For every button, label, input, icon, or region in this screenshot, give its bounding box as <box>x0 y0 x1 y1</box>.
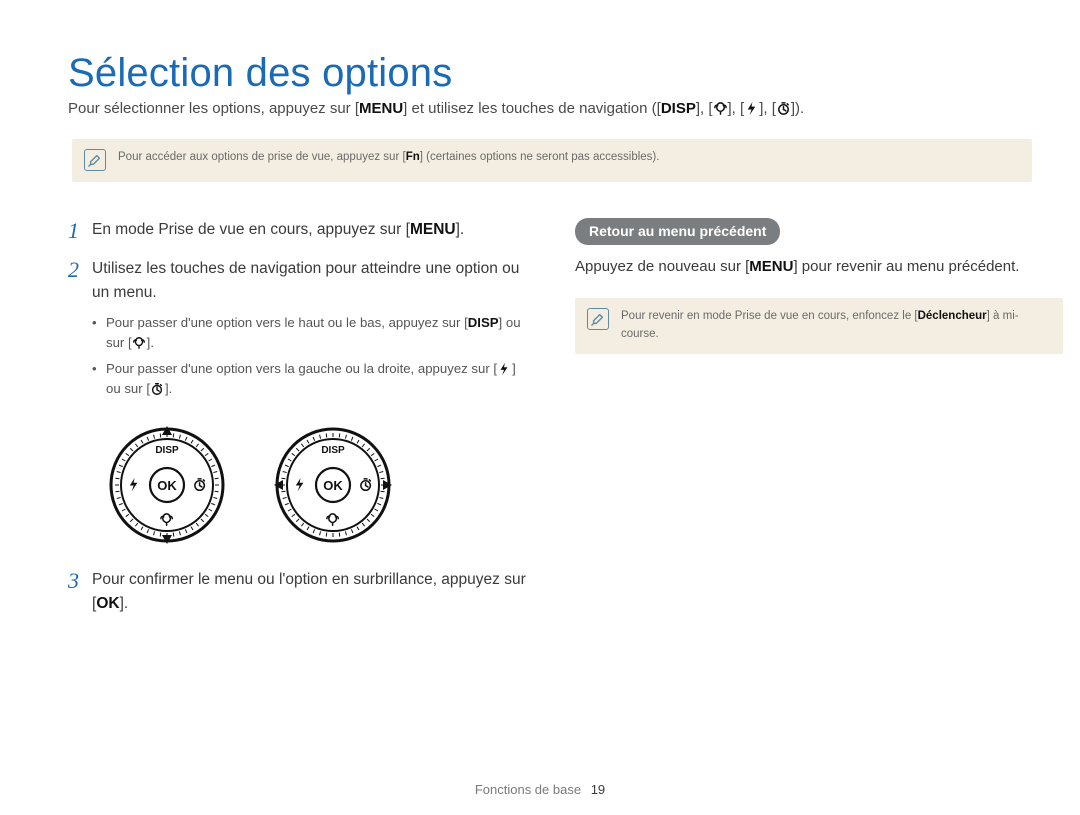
note-icon <box>587 308 609 330</box>
ok-label: OK <box>96 595 119 612</box>
menu-label: MENU <box>410 221 456 238</box>
bullet: Pour passer d'une option vers le haut ou… <box>92 313 533 353</box>
disp-label: DISP <box>661 100 696 117</box>
step-1: 1 En mode Prise de vue en cours, appuyez… <box>68 218 533 243</box>
shutter-label: Déclencheur <box>918 310 987 322</box>
step-body: Utilisez les touches de navigation pour … <box>92 257 533 404</box>
page-title: Sélection des options <box>68 52 1020 94</box>
intro-line: Pour sélectionner les options, appuyez s… <box>68 100 1020 117</box>
manual-page: Sélection des options Pour sélectionner … <box>0 0 1080 815</box>
right-column: Retour au menu précédent Appuyez de nouv… <box>575 218 1020 630</box>
menu-label: MENU <box>359 100 403 117</box>
r-a: Appuyez de nouveau sur [ <box>575 258 749 275</box>
bullet: Pour passer d'une option vers la gauche … <box>92 359 533 399</box>
dial-ok-label: OK <box>157 478 177 493</box>
left-column: 1 En mode Prise de vue en cours, appuyez… <box>68 218 533 630</box>
dial-disp-label: DISP <box>321 445 345 456</box>
macro-icon <box>132 336 147 351</box>
intro-text: ], [ <box>696 100 713 117</box>
intro-text: ], [ <box>759 100 776 117</box>
menu-label: MENU <box>749 258 793 275</box>
note-box: Pour revenir en mode Prise de vue en cou… <box>575 298 1063 354</box>
footer-section: Fonctions de base <box>475 782 581 797</box>
s2sub1-c: ]. <box>147 335 154 350</box>
disp-label: DISP <box>468 315 499 330</box>
flash-icon <box>744 101 759 116</box>
right-text: Appuyez de nouveau sur [MENU] pour reven… <box>575 255 1020 278</box>
step1-a: En mode Prise de vue en cours, appuyez s… <box>92 221 410 238</box>
r-b: ] pour revenir au menu précédent. <box>793 258 1019 275</box>
s2sub1-a: Pour passer d'une option vers le haut ou… <box>106 315 468 330</box>
note2-a: Pour revenir en mode Prise de vue en cou… <box>621 310 918 322</box>
note1-a: Pour accéder aux options de prise de vue… <box>118 151 406 163</box>
dial-ok-label: OK <box>323 478 343 493</box>
timer-icon <box>150 382 165 397</box>
step-body: Pour confirmer le menu ou l'option en su… <box>92 568 533 616</box>
s2sub2-c: ]. <box>165 381 172 396</box>
dial-diagrams: OK DISP O <box>102 420 533 550</box>
dial-vertical: OK DISP <box>102 420 232 550</box>
intro-text: Pour sélectionner les options, appuyez s… <box>68 100 359 117</box>
intro-text: ], [ <box>728 100 745 117</box>
step-sublist: Pour passer d'une option vers le haut ou… <box>92 313 533 398</box>
step-2: 2 Utilisez les touches de navigation pou… <box>68 257 533 404</box>
step-number: 1 <box>68 218 92 243</box>
step-number: 3 <box>68 568 92 593</box>
note1-b: ] (certaines options ne seront pas acces… <box>420 151 660 163</box>
page-footer: Fonctions de base 19 <box>0 782 1080 797</box>
note-text: Pour accéder aux options de prise de vue… <box>118 149 659 166</box>
columns: 1 En mode Prise de vue en cours, appuyez… <box>68 218 1020 630</box>
note-box: Pour accéder aux options de prise de vue… <box>72 139 1032 182</box>
note-icon <box>84 149 106 171</box>
intro-text: ] et utilisez les touches de navigation … <box>403 100 661 117</box>
dial-horizontal: OK DISP <box>268 420 398 550</box>
s2sub2-a: Pour passer d'une option vers la gauche … <box>106 361 497 376</box>
note-text: Pour revenir en mode Prise de vue en cou… <box>621 308 1047 343</box>
timer-icon <box>776 101 791 116</box>
step1-b: ]. <box>456 221 465 238</box>
macro-icon <box>713 101 728 116</box>
step3-b: ]. <box>120 595 129 612</box>
intro-text: ]). <box>791 100 804 117</box>
step-number: 2 <box>68 257 92 282</box>
fn-label: Fn <box>406 151 420 163</box>
step-body: En mode Prise de vue en cours, appuyez s… <box>92 218 464 242</box>
flash-icon <box>497 362 512 377</box>
section-pill: Retour au menu précédent <box>575 218 780 245</box>
step3-a: Pour confirmer le menu ou l'option en su… <box>92 571 526 612</box>
step2-a: Utilisez les touches de navigation pour … <box>92 260 519 301</box>
dial-disp-label: DISP <box>155 445 179 456</box>
footer-page: 19 <box>591 782 605 797</box>
step-3: 3 Pour confirmer le menu ou l'option en … <box>68 568 533 616</box>
